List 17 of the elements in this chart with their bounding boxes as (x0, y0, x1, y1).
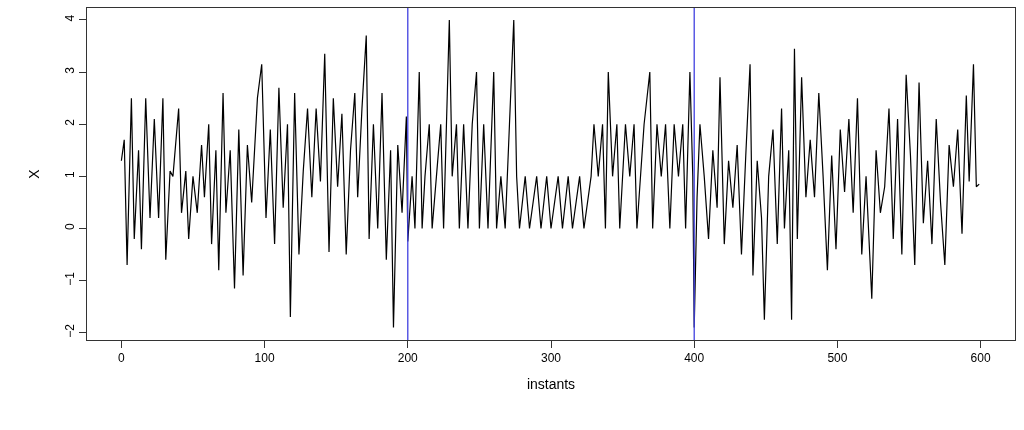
x-tick-label: 500 (827, 351, 848, 366)
y-tick-label: 1 (63, 170, 78, 178)
x-tick-label: 400 (684, 351, 705, 366)
y-tick-label: 2 (63, 118, 78, 126)
y-tick-label: 4 (63, 14, 78, 22)
y-tick-label: 0 (63, 223, 78, 230)
x-tick-label: 300 (540, 351, 562, 366)
x-tick-label: 100 (254, 351, 275, 366)
y-tick-label: −2 (63, 323, 78, 338)
line-series (120, 19, 980, 329)
x-axis-title: instants (526, 375, 576, 392)
x-tick-label: 200 (397, 351, 419, 366)
y-axis-title: X (25, 168, 42, 179)
y-tick-label: −1 (63, 271, 78, 286)
y-tick-label: 3 (63, 66, 78, 74)
x-tick-label: 0 (118, 351, 126, 366)
x-tick-label: 600 (970, 351, 991, 366)
